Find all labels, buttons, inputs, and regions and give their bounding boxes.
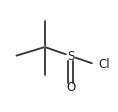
Text: O: O — [66, 81, 75, 94]
Text: S: S — [67, 50, 74, 62]
Text: Cl: Cl — [99, 58, 110, 71]
